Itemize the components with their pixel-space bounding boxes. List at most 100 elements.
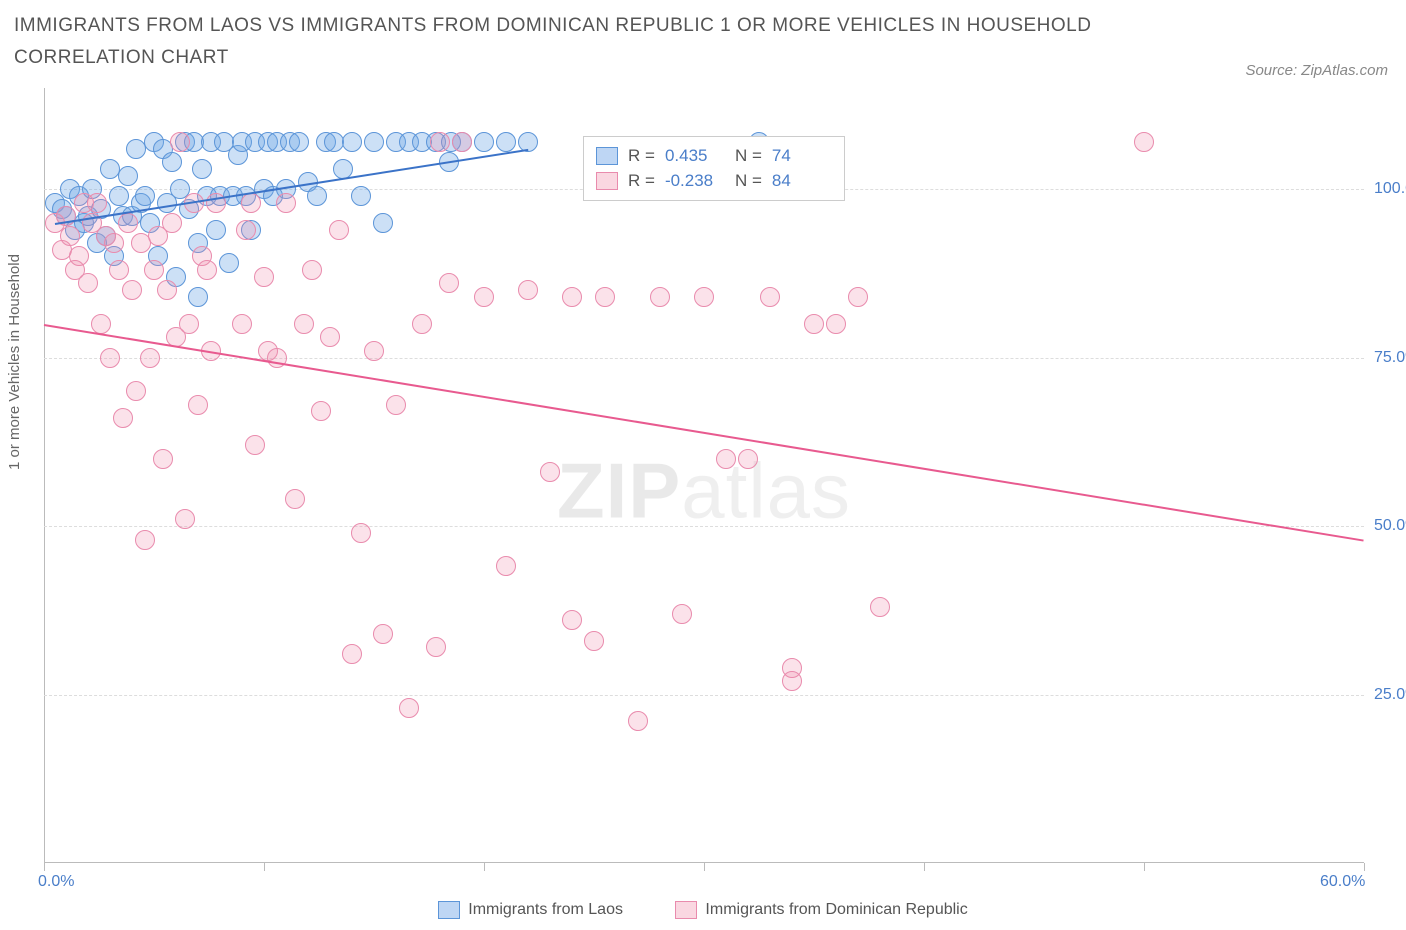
data-point — [386, 395, 406, 415]
y-tick-label: 75.0% — [1374, 349, 1406, 367]
data-point — [826, 314, 846, 334]
source-citation: Source: ZipAtlas.com — [1245, 62, 1388, 79]
gridline — [44, 695, 1364, 696]
stat-value: 84 — [772, 168, 832, 194]
data-point — [245, 435, 265, 455]
scatter-plot: ZIPatlas 25.0%50.0%75.0%100.0%0.0%60.0%R… — [44, 88, 1364, 863]
data-point — [595, 287, 615, 307]
x-tick — [1364, 863, 1365, 871]
data-point — [364, 341, 384, 361]
data-point — [672, 604, 692, 624]
x-tick-label: 60.0% — [1320, 873, 1365, 891]
trend-line — [44, 324, 1364, 542]
data-point — [320, 327, 340, 347]
data-point — [153, 449, 173, 469]
data-point — [91, 314, 111, 334]
data-point — [694, 287, 714, 307]
legend-item-dominican: Immigrants from Dominican Republic — [675, 901, 967, 919]
data-point — [738, 449, 758, 469]
data-point — [254, 267, 274, 287]
data-point — [236, 220, 256, 240]
data-point — [219, 253, 239, 273]
data-point — [100, 348, 120, 368]
data-point — [285, 489, 305, 509]
data-point — [351, 523, 371, 543]
legend-label: Immigrants from Dominican Republic — [705, 901, 967, 919]
y-tick-label: 50.0% — [1374, 517, 1406, 535]
data-point — [294, 314, 314, 334]
data-point — [518, 280, 538, 300]
legend: Immigrants from Laos Immigrants from Dom… — [0, 901, 1406, 924]
data-point — [302, 260, 322, 280]
y-tick-label: 100.0% — [1374, 180, 1406, 198]
stat-label: R = — [628, 168, 655, 194]
data-point — [60, 226, 80, 246]
data-point — [118, 213, 138, 233]
data-point — [452, 132, 472, 152]
gridline — [44, 526, 1364, 527]
data-point — [157, 280, 177, 300]
data-point — [126, 381, 146, 401]
x-tick — [704, 863, 705, 871]
data-point — [628, 711, 648, 731]
data-point — [289, 132, 309, 152]
data-point — [760, 287, 780, 307]
data-point — [188, 395, 208, 415]
stats-row: R =0.435N =74 — [596, 143, 832, 169]
data-point — [78, 273, 98, 293]
data-point — [122, 280, 142, 300]
data-point — [540, 462, 560, 482]
data-point — [496, 556, 516, 576]
data-point — [329, 220, 349, 240]
data-point — [87, 193, 107, 213]
data-point — [144, 260, 164, 280]
data-point — [373, 624, 393, 644]
trend-line — [55, 149, 528, 225]
data-point — [342, 644, 362, 664]
y-tick-label: 25.0% — [1374, 686, 1406, 704]
stat-value: 0.435 — [665, 143, 725, 169]
data-point — [412, 314, 432, 334]
data-point — [197, 260, 217, 280]
swatch-icon — [438, 901, 460, 919]
y-axis-label: 1 or more Vehicles in Household — [6, 254, 23, 470]
swatch-icon — [675, 901, 697, 919]
data-point — [162, 213, 182, 233]
x-tick — [1144, 863, 1145, 871]
data-point — [430, 132, 450, 152]
data-point — [140, 348, 160, 368]
data-point — [342, 132, 362, 152]
data-point — [188, 287, 208, 307]
data-point — [351, 186, 371, 206]
chart-title: IMMIGRANTS FROM LAOS VS IMMIGRANTS FROM … — [14, 10, 1226, 75]
data-point — [192, 159, 212, 179]
data-point — [870, 597, 890, 617]
data-point — [496, 132, 516, 152]
data-point — [311, 401, 331, 421]
data-point — [848, 287, 868, 307]
legend-item-laos: Immigrants from Laos — [438, 901, 623, 919]
data-point — [162, 152, 182, 172]
data-point — [135, 530, 155, 550]
data-point — [113, 408, 133, 428]
watermark: ZIPatlas — [557, 446, 851, 537]
data-point — [562, 287, 582, 307]
data-point — [364, 132, 384, 152]
data-point — [307, 186, 327, 206]
data-point — [650, 287, 670, 307]
stat-label: N = — [735, 143, 762, 169]
x-tick-label: 0.0% — [38, 873, 74, 891]
data-point — [135, 186, 155, 206]
data-point — [399, 698, 419, 718]
data-point — [373, 213, 393, 233]
data-point — [104, 233, 124, 253]
data-point — [109, 186, 129, 206]
data-point — [179, 314, 199, 334]
data-point — [232, 314, 252, 334]
data-point — [782, 671, 802, 691]
data-point — [474, 287, 494, 307]
data-point — [716, 449, 736, 469]
stat-value: 74 — [772, 143, 832, 169]
data-point — [474, 132, 494, 152]
data-point — [276, 193, 296, 213]
